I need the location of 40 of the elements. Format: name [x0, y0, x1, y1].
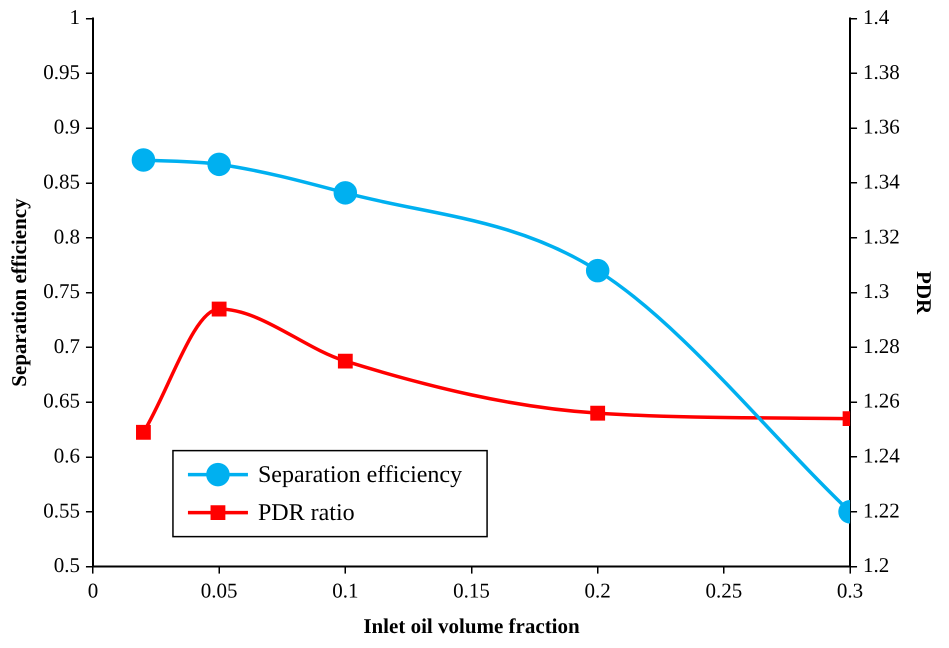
x-tick-label: 0	[88, 578, 98, 603]
point	[334, 181, 358, 205]
y-tick-label: 0.8	[54, 224, 80, 248]
point	[212, 302, 227, 316]
x-axis-title: Inlet oil volume fraction	[363, 614, 580, 638]
x-tick-label: 0.2	[584, 578, 611, 603]
x-tick-label: 0.25	[705, 578, 742, 603]
y2-tick-label: 1.38	[863, 60, 900, 84]
legend-label: PDR ratio	[258, 500, 355, 526]
y2-axis-title: PDR	[912, 271, 936, 316]
y2-tick-label: 1.2	[863, 553, 890, 578]
y-tick-label: 0.65	[43, 388, 80, 413]
y2-tick-label: 1.22	[863, 498, 900, 522]
point	[207, 152, 231, 176]
y-axis-title: Separation efficiency	[7, 198, 32, 387]
y-tick-label: 0.9	[54, 114, 80, 139]
y-tick-label: 0.75	[43, 279, 80, 304]
y-tick-label: 0.85	[43, 170, 80, 194]
y-tick-label: 0.55	[43, 498, 80, 522]
x-tick-label: 0.3	[836, 578, 864, 603]
x-tick-label: 0.05	[200, 578, 238, 603]
y2-tick-label: 1.4	[863, 5, 890, 30]
x-tick-label: 0.1	[332, 578, 358, 603]
point	[132, 148, 156, 172]
y-tick-label: 1	[69, 5, 80, 30]
y2-tick-label: 1.34	[863, 170, 900, 194]
y2-tick-label: 1.28	[863, 334, 900, 358]
y2-tick-label: 1.3	[863, 279, 890, 304]
legend-label: Separation efficiency	[258, 462, 462, 488]
y-tick-label: 0.95	[43, 60, 80, 84]
point	[338, 354, 353, 369]
point	[136, 424, 151, 440]
y2-tick-label: 1.36	[863, 114, 900, 139]
y2-tick-label: 1.26	[863, 388, 900, 413]
y-tick-label: 0.6	[54, 444, 80, 468]
y2-tick-label: 1.32	[863, 224, 900, 248]
y-tick-label: 0.5	[54, 553, 80, 578]
y2-tick-label: 1.24	[863, 444, 900, 468]
y-tick-label: 0.7	[54, 334, 80, 358]
x-tick-label: 0.15	[453, 578, 490, 603]
